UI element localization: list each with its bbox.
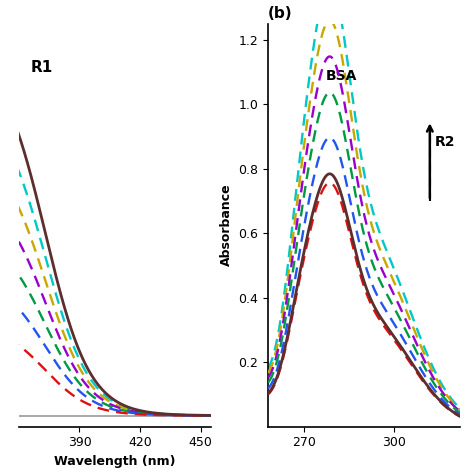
- Y-axis label: Absorbance: Absorbance: [220, 184, 233, 266]
- Text: R2: R2: [434, 135, 455, 149]
- Text: BSA: BSA: [326, 69, 357, 83]
- Text: R1: R1: [30, 60, 53, 75]
- X-axis label: Wavelength (nm): Wavelength (nm): [54, 455, 175, 468]
- Text: (b): (b): [268, 6, 293, 21]
